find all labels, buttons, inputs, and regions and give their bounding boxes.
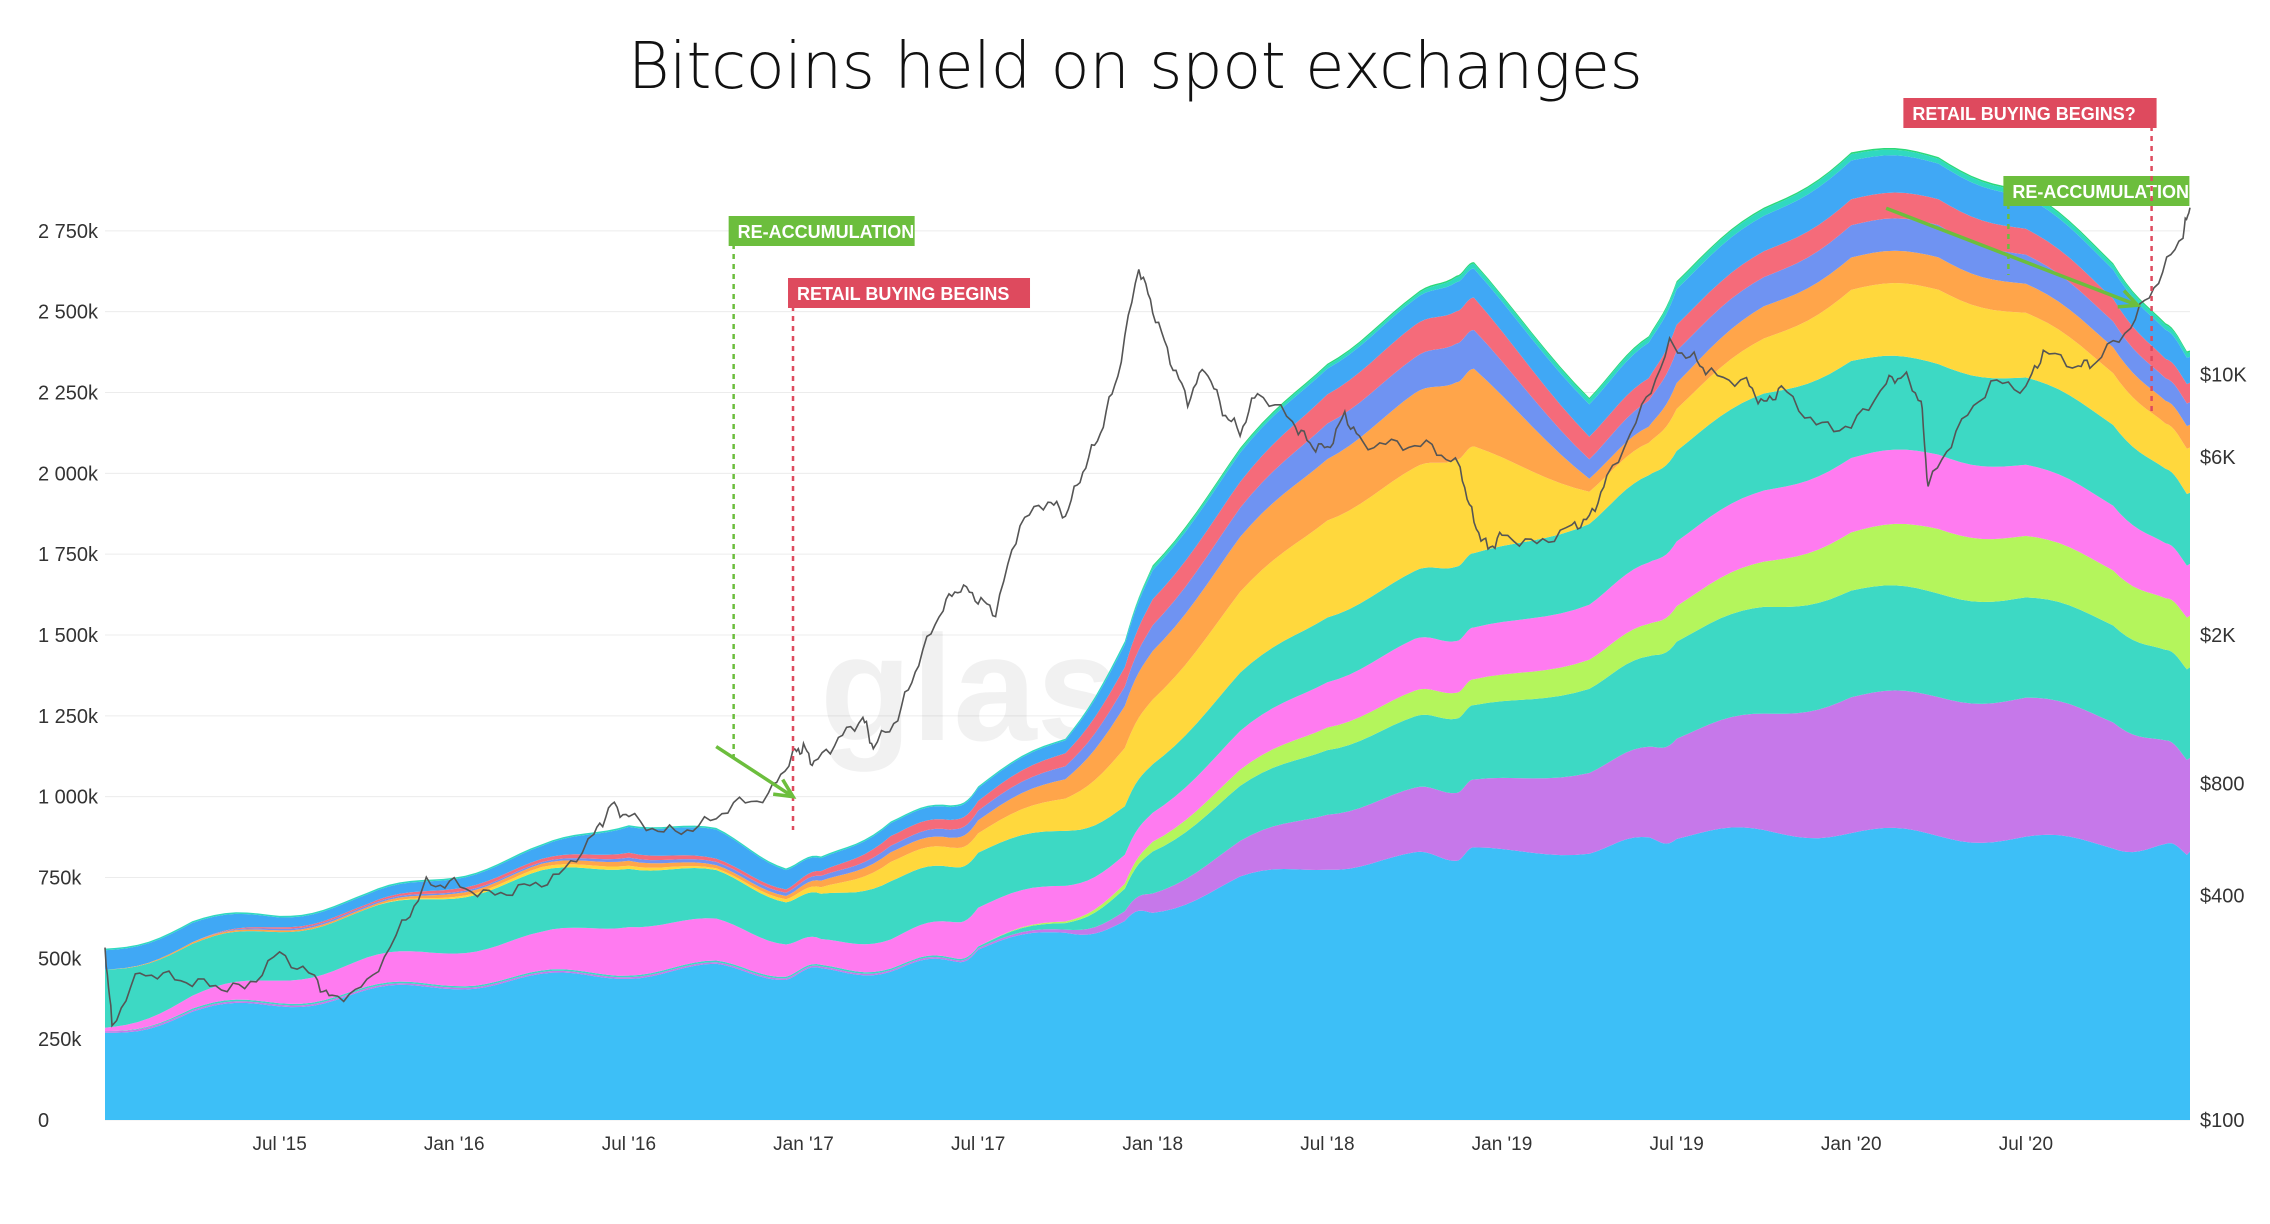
price-tick-label: $800	[2200, 773, 2245, 795]
price-tick-label: $6K	[2200, 447, 2236, 469]
x-tick-label: Jan '20	[1821, 1134, 1882, 1155]
area-series-l1	[105, 827, 2190, 1120]
y-tick-label: 1 500k	[38, 625, 99, 647]
x-tick-label: Jul '20	[1999, 1134, 2053, 1155]
x-axis-ticks: Jul '15 Jan '16 Jul '16 Jan '17 Jul '17 Jan '…	[252, 1134, 2053, 1155]
area-series-l3	[105, 585, 2190, 1032]
area-series-l2	[105, 690, 2190, 1033]
annotation-label: RETAIL BUYING BEGINS?	[1912, 104, 2135, 124]
x-tick-label: Jul '15	[252, 1134, 306, 1155]
price-line	[104, 207, 2191, 1028]
x-tick-label: Jul '16	[602, 1134, 656, 1155]
annotation-badge	[728, 216, 915, 246]
arrow-shaft	[1885, 206, 2139, 307]
y-tick-label: 500k	[38, 948, 82, 970]
y-tick-label: 2 250k	[38, 383, 99, 405]
annotation-badge	[2003, 176, 2190, 206]
x-tick-label: Jul '19	[1649, 1134, 1703, 1155]
y-tick-label: 2 750k	[38, 221, 99, 243]
chart-title: Bitcoins held on spot exchanges	[627, 30, 1643, 104]
x-tick-label: Jan '18	[1122, 1134, 1183, 1155]
area-series-l6	[105, 355, 2190, 1028]
y-tick-label: 0	[38, 1110, 49, 1132]
arrow-shaft	[715, 745, 794, 799]
x-tick-label: Jan '19	[1472, 1134, 1533, 1155]
annotation-label: RETAIL BUYING BEGINS	[797, 284, 1009, 304]
area-series-l4	[105, 523, 2190, 1032]
x-tick-label: Jul '18	[1300, 1134, 1354, 1155]
arrow-head	[2117, 289, 2142, 309]
annotations: RE-ACCUMULATION RETAIL BUYING BEGINS RE-AC…	[715, 98, 2190, 830]
y-tick-label: 1 000k	[38, 787, 99, 809]
price-tick-label: $10K	[2200, 364, 2247, 386]
price-axis-ticks: $100 $400 $800 $2K $6K $10K	[2200, 364, 2247, 1132]
annotation-badge	[1903, 98, 2157, 128]
y-axis-ticks: 0 250k 500k 750k 1 000k 1 250k 1 500k 1 750k 2 0…	[38, 221, 99, 1132]
y-tick-label: 750k	[38, 868, 82, 890]
annotation-label: RE-ACCUMULATION	[2012, 182, 2189, 202]
y-tick-label: 1 250k	[38, 706, 99, 728]
stacked-areas	[105, 148, 2190, 1120]
price-tick-label: $100	[2200, 1110, 2245, 1132]
price-tick-label: $400	[2200, 886, 2245, 908]
y-tick-label: 2 500k	[38, 302, 99, 324]
price-line-group	[104, 207, 2191, 1028]
x-tick-label: Jul '17	[951, 1134, 1005, 1155]
arrow-head	[772, 778, 797, 799]
annotation-badge	[788, 278, 1031, 308]
annotation-label: RE-ACCUMULATION	[738, 222, 915, 242]
price-tick-label: $2K	[2200, 625, 2236, 647]
y-tick-label: 1 750k	[38, 544, 99, 566]
area-series-l5	[105, 449, 2190, 1032]
area-series-l7	[105, 283, 2190, 970]
y-tick-label: 2 000k	[38, 463, 99, 485]
x-tick-label: Jan '17	[773, 1134, 834, 1155]
y-tick-label: 250k	[38, 1029, 82, 1051]
x-tick-label: Jan '16	[424, 1134, 485, 1155]
